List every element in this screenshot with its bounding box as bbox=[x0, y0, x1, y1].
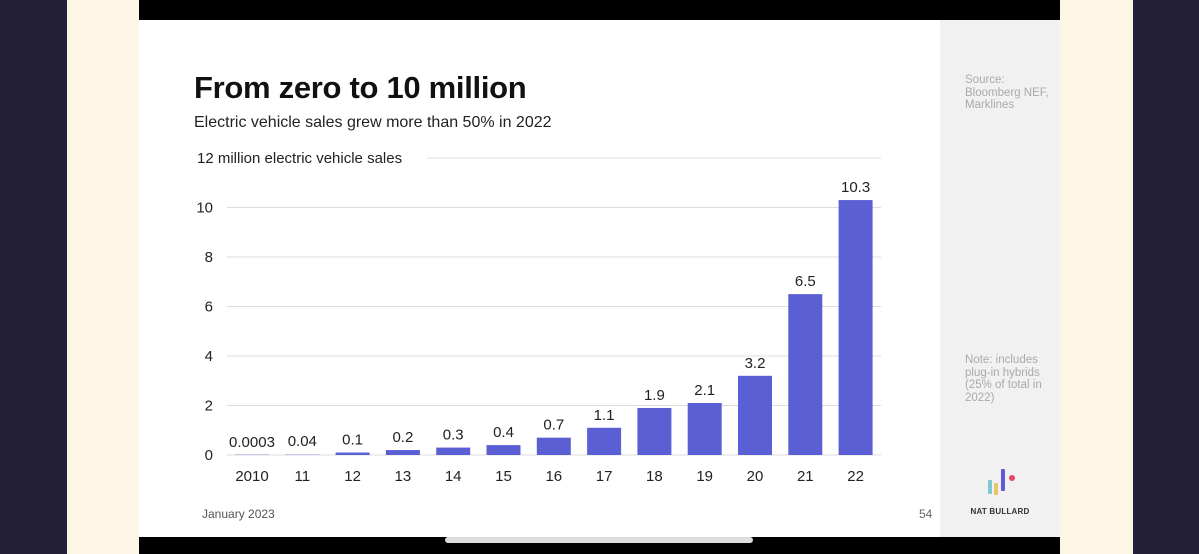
x-tick-label: 14 bbox=[445, 468, 462, 485]
slide: From zero to 10 million Electric vehicle… bbox=[139, 20, 940, 537]
x-tick-label: 22 bbox=[847, 468, 864, 485]
x-tick-label: 21 bbox=[797, 468, 814, 485]
page-number: 54 bbox=[919, 507, 933, 521]
x-tick-label: 19 bbox=[696, 468, 713, 485]
footnote: Note: includes plug-in hybrids (25% of t… bbox=[965, 354, 1042, 404]
bar bbox=[587, 427, 622, 455]
y-tick-label: 4 bbox=[205, 348, 213, 365]
side-panel: Source: Bloomberg NEF, Marklines Note: i… bbox=[940, 20, 1060, 537]
brand-logo-icon bbox=[988, 469, 1015, 495]
brand-name: NAT BULLARD bbox=[970, 507, 1030, 516]
bar bbox=[637, 407, 672, 455]
footer-date: January 2023 bbox=[202, 507, 275, 521]
data-label: 10.3 bbox=[841, 179, 870, 196]
data-label: 0.04 bbox=[288, 433, 317, 450]
data-label: 0.1 bbox=[342, 432, 363, 449]
data-label: 6.5 bbox=[795, 273, 816, 290]
bar bbox=[738, 375, 772, 455]
data-label: 2.1 bbox=[694, 382, 715, 399]
x-tick-label: 2010 bbox=[235, 468, 268, 485]
data-label: 0.2 bbox=[392, 429, 413, 446]
data-label: 1.1 bbox=[594, 407, 615, 424]
top-letterbox bbox=[139, 0, 1060, 20]
bar bbox=[687, 403, 722, 455]
y-axis-label: 12 million electric vehicle sales bbox=[197, 150, 402, 167]
slide-subtitle: Electric vehicle sales grew more than 50… bbox=[194, 114, 552, 131]
x-tick-label: 15 bbox=[495, 468, 512, 485]
y-tick-label: 10 bbox=[196, 200, 213, 217]
y-tick-label: 2 bbox=[205, 398, 213, 415]
bar bbox=[486, 445, 521, 455]
bar bbox=[536, 437, 571, 455]
y-tick-label: 8 bbox=[205, 249, 213, 266]
data-label: 0.0003 bbox=[229, 434, 275, 451]
data-label: 0.4 bbox=[493, 424, 514, 441]
data-label: 0.7 bbox=[543, 417, 564, 434]
x-tick-label: 11 bbox=[295, 468, 311, 485]
data-label: 1.9 bbox=[644, 387, 665, 404]
x-tick-label: 16 bbox=[545, 468, 562, 485]
data-label: 3.2 bbox=[745, 355, 766, 372]
bar bbox=[335, 452, 370, 455]
bar bbox=[788, 294, 823, 455]
y-tick-label: 6 bbox=[205, 299, 213, 316]
data-label: 0.3 bbox=[443, 427, 464, 444]
x-tick-label: 18 bbox=[646, 468, 663, 485]
bar bbox=[385, 450, 420, 455]
scroll-handle[interactable] bbox=[445, 537, 753, 543]
x-tick-label: 12 bbox=[344, 468, 361, 485]
bar bbox=[436, 447, 471, 455]
bar-chart: 12 million electric vehicle sales 0 2 4 6 8 10… bbox=[196, 150, 881, 485]
bar-baseline bbox=[235, 454, 269, 455]
x-tick-label: 13 bbox=[395, 468, 412, 485]
bar bbox=[838, 200, 873, 455]
x-tick-label: 20 bbox=[747, 468, 764, 485]
y-tick-label: 0 bbox=[205, 447, 213, 464]
bottom-letterbox bbox=[139, 537, 1060, 554]
source-note: Source: Bloomberg NEF, Marklines bbox=[965, 74, 1049, 111]
x-tick-label: 17 bbox=[596, 468, 613, 485]
bar-baseline bbox=[285, 454, 320, 455]
slide-title: From zero to 10 million bbox=[194, 70, 527, 105]
